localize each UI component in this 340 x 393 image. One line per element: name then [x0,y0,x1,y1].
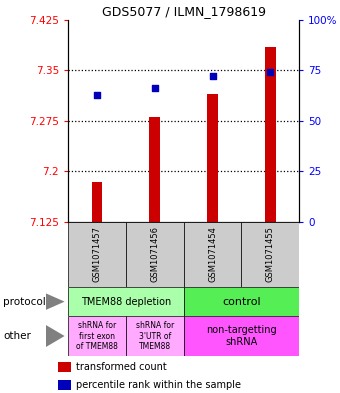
FancyBboxPatch shape [68,316,126,356]
Text: GSM1071455: GSM1071455 [266,226,275,283]
FancyBboxPatch shape [126,316,184,356]
FancyBboxPatch shape [184,222,241,287]
Text: transformed count: transformed count [76,362,167,372]
Text: protocol: protocol [3,297,46,307]
Text: shRNA for
first exon
of TMEM88: shRNA for first exon of TMEM88 [76,321,118,351]
Text: TMEM88 depletion: TMEM88 depletion [81,297,171,307]
Point [94,92,100,98]
Text: other: other [3,331,31,341]
FancyBboxPatch shape [68,287,184,316]
Text: control: control [222,297,261,307]
FancyBboxPatch shape [184,287,299,316]
Bar [58,362,71,373]
Polygon shape [46,325,65,347]
Point [268,69,273,75]
Text: shRNA for
3'UTR of
TMEM88: shRNA for 3'UTR of TMEM88 [136,321,174,351]
Title: GDS5077 / ILMN_1798619: GDS5077 / ILMN_1798619 [102,6,266,18]
Point [210,73,215,79]
Text: percentile rank within the sample: percentile rank within the sample [76,380,241,390]
Bar [58,380,71,390]
Bar [207,94,218,222]
Bar [150,118,160,222]
FancyBboxPatch shape [126,222,184,287]
Bar [265,47,275,222]
Text: GSM1071456: GSM1071456 [150,226,159,283]
Text: GSM1071454: GSM1071454 [208,226,217,283]
FancyBboxPatch shape [68,222,126,287]
FancyBboxPatch shape [241,222,299,287]
Point [152,85,157,92]
Text: GSM1071457: GSM1071457 [92,226,101,283]
Polygon shape [46,293,65,310]
FancyBboxPatch shape [184,316,299,356]
Bar [92,182,102,222]
Text: non-targetting
shRNA: non-targetting shRNA [206,325,277,347]
